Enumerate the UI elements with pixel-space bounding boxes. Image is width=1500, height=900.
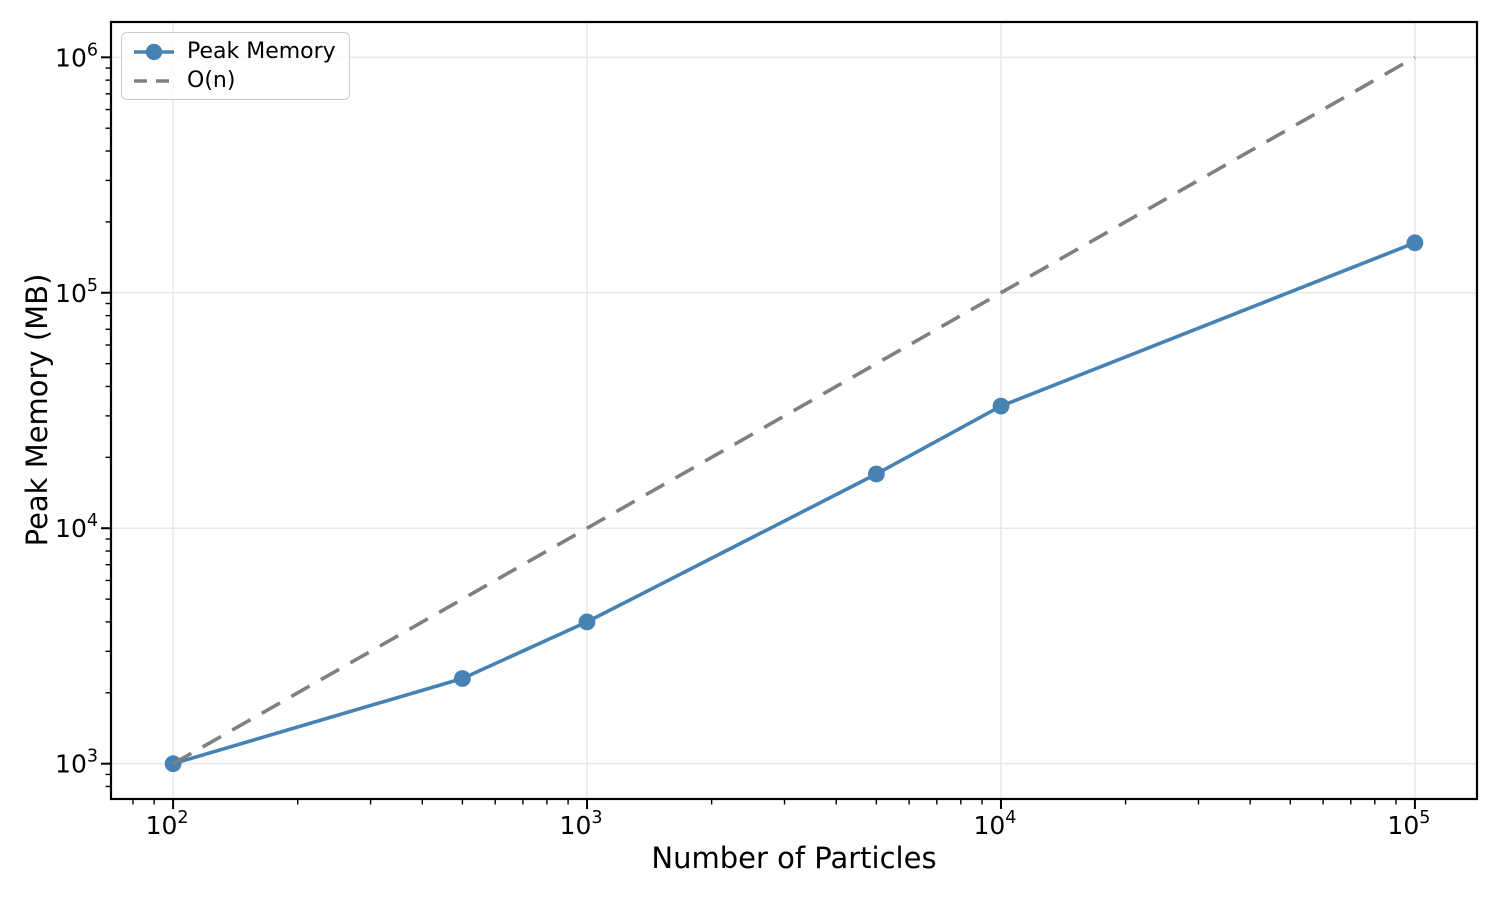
- data-point: [454, 670, 471, 687]
- legend-dashed-line-icon: [134, 78, 174, 83]
- data-point: [1406, 234, 1424, 252]
- y-axis-label: Peak Memory (MB): [20, 273, 54, 547]
- legend-label-o-n: O(n): [187, 67, 236, 93]
- legend: Peak Memory O(n): [121, 32, 350, 100]
- svg-text:106: 106: [55, 40, 98, 72]
- legend-solid-line-marker-icon: [134, 43, 174, 60]
- data-point: [868, 465, 885, 483]
- svg-text:104: 104: [55, 511, 98, 543]
- series-peak-memory: [164, 234, 1424, 773]
- legend-label-peak-memory: Peak Memory: [187, 38, 336, 64]
- axis-ticks: 102 103 104 105 103 104 105 106: [55, 40, 1430, 840]
- data-point: [578, 613, 596, 631]
- grid-lines: [111, 22, 1477, 799]
- x-axis-label: Number of Particles: [651, 841, 937, 875]
- svg-text:103: 103: [55, 747, 98, 779]
- svg-text:105: 105: [1387, 808, 1430, 840]
- svg-text:103: 103: [560, 808, 603, 840]
- svg-text:102: 102: [146, 808, 189, 840]
- series-o-n: [172, 55, 1416, 766]
- data-point: [992, 397, 1010, 415]
- legend-item-peak-memory: Peak Memory: [132, 39, 336, 64]
- legend-item-o-n: O(n): [132, 68, 336, 93]
- svg-text:104: 104: [973, 808, 1016, 840]
- svg-text:105: 105: [55, 276, 98, 308]
- axes-spines: [109, 20, 1479, 801]
